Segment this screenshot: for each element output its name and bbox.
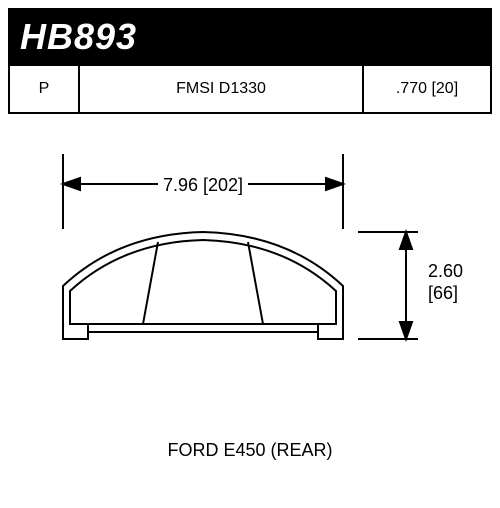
info-cell-fmsi: FMSI D1330	[78, 66, 362, 112]
part-header: HB893	[8, 8, 492, 66]
info-cell-thickness: .770 [20]	[362, 66, 492, 112]
height-dimension-2: [66]	[428, 283, 458, 303]
diagram-svg: 7.96 [202] 2.60 [66]	[8, 114, 492, 434]
info-cell-compound: P	[8, 66, 78, 112]
height-dimension-1: 2.60	[428, 261, 463, 281]
width-dimension: 7.96 [202]	[163, 175, 243, 195]
info-row: P FMSI D1330 .770 [20]	[8, 66, 492, 114]
part-number: HB893	[20, 16, 480, 58]
application-label: FORD E450 (REAR)	[0, 440, 500, 461]
brake-pad-diagram: 7.96 [202] 2.60 [66]	[8, 114, 492, 434]
